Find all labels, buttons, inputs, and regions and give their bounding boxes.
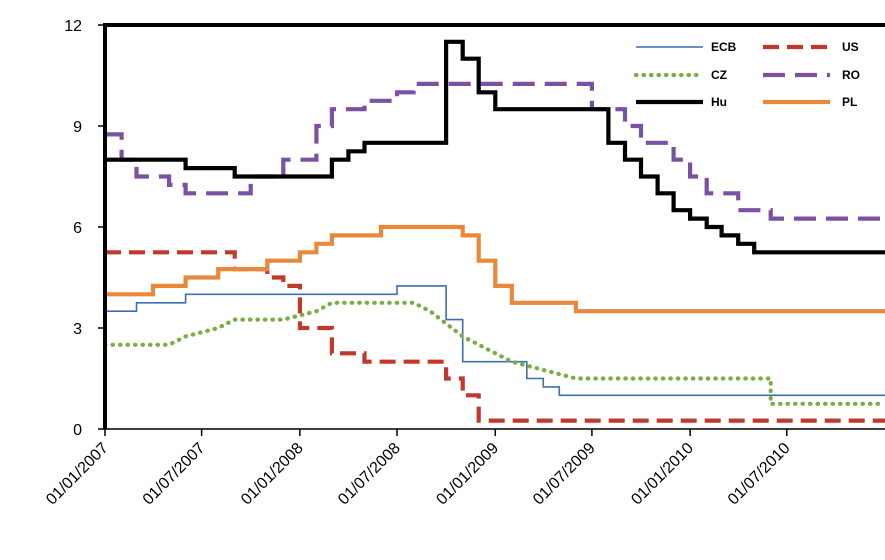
y-tick-label: 12 (64, 18, 82, 35)
y-tick-label: 3 (73, 321, 82, 338)
legend-label-us: US (842, 40, 859, 54)
x-tick-label: 01/07/2008 (335, 440, 404, 509)
x-tick-label: 01/07/2007 (140, 440, 209, 509)
x-tick-label: 01/01/2008 (238, 440, 307, 509)
x-tick-label: 01/07/2009 (530, 440, 599, 509)
x-tick-label: 01/01/2010 (628, 440, 697, 509)
y-tick-label: 6 (73, 220, 82, 237)
legend-label-hu: Hu (711, 95, 727, 109)
legend-label-ro: RO (842, 68, 860, 82)
y-tick-label: 0 (73, 422, 82, 439)
series-line-pl (105, 224, 885, 314)
series-line-cz (102, 300, 885, 406)
x-tick-label: 01/01/2007 (43, 440, 112, 509)
x-tick-label: 01/01/2009 (433, 440, 502, 509)
legend-label-ecb: ECB (711, 40, 737, 54)
legend: ECB US CZ RO Hu PL (628, 33, 882, 119)
legend-label-pl: PL (842, 95, 857, 109)
series-line-hu (105, 39, 885, 255)
y-tick-label: 9 (73, 119, 82, 136)
x-tick-label: 01/07/2010 (725, 440, 794, 509)
series-layer (102, 39, 885, 423)
series-line-ecb (105, 285, 885, 397)
legend-label-cz: CZ (711, 68, 727, 82)
